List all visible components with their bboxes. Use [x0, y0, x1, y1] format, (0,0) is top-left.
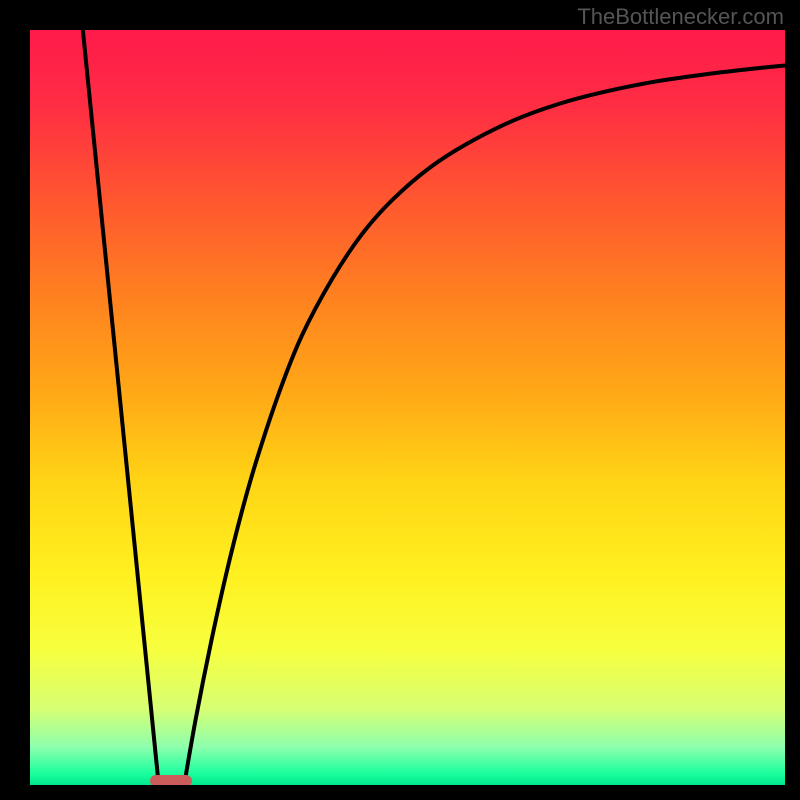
curve-layer	[30, 30, 785, 785]
left-curve	[83, 30, 159, 781]
plot-area	[30, 30, 785, 785]
optimum-marker	[150, 775, 192, 785]
watermark-text: TheBottlenecker.com	[577, 4, 784, 30]
right-curve	[185, 65, 785, 781]
